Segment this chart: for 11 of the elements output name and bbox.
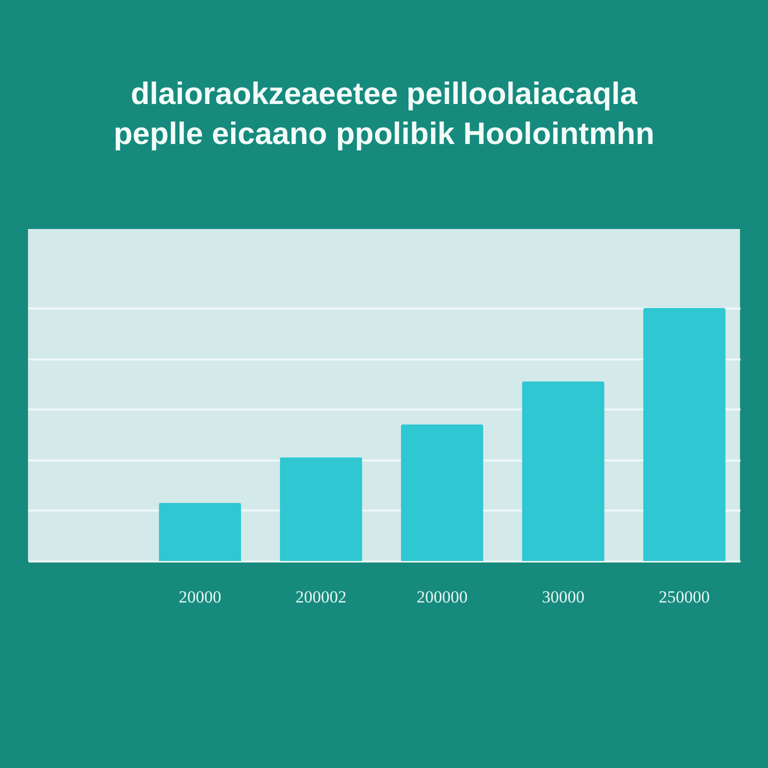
bar bbox=[643, 308, 726, 561]
bar bbox=[400, 424, 484, 561]
chart-title: dlaioraokzeaeetee peilloolaiacaqla peplle eicaano ppolibik Hoolointmhn bbox=[114, 76, 654, 151]
x-tick-label: 30000 bbox=[542, 588, 584, 606]
x-tick-label: 200000 bbox=[416, 588, 468, 606]
bar bbox=[522, 381, 604, 561]
x-tick-label: 250000 bbox=[658, 588, 710, 606]
x-tick-label: 200002 bbox=[296, 588, 347, 606]
bar bbox=[158, 502, 242, 561]
bar bbox=[280, 457, 362, 561]
x-tick-label: 20000 bbox=[178, 588, 222, 606]
